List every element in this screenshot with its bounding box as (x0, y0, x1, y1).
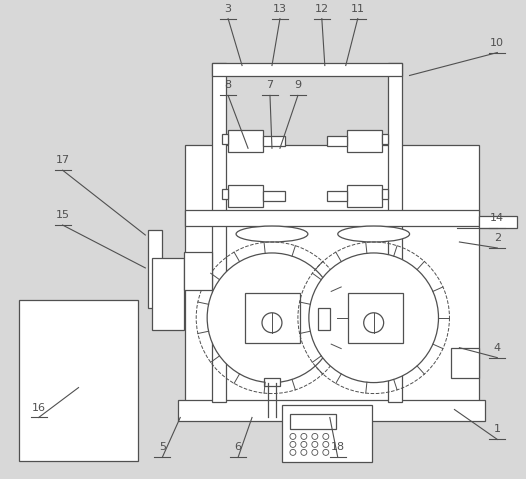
Text: 18: 18 (331, 443, 345, 452)
Text: 1: 1 (494, 424, 501, 434)
Bar (347, 185, 382, 207)
Bar (282, 405, 372, 462)
Text: 16: 16 (32, 402, 46, 412)
Circle shape (262, 313, 282, 333)
Bar (19, 300, 138, 461)
Bar (178, 399, 485, 422)
Text: 3: 3 (225, 4, 231, 14)
Bar (153, 258, 184, 330)
Bar (245, 293, 300, 342)
Bar (347, 130, 382, 152)
Text: 6: 6 (235, 443, 241, 452)
Bar (222, 134, 228, 144)
Bar (451, 348, 479, 377)
Bar (348, 293, 402, 342)
Bar (318, 308, 330, 330)
Bar (185, 210, 479, 226)
Text: 7: 7 (266, 80, 274, 91)
Bar (382, 189, 388, 199)
Circle shape (323, 433, 329, 439)
Bar (185, 145, 479, 402)
Bar (327, 137, 347, 146)
Ellipse shape (236, 226, 308, 242)
Text: 13: 13 (273, 4, 287, 14)
Bar (222, 189, 228, 199)
Text: 15: 15 (56, 210, 69, 220)
Text: 12: 12 (315, 4, 329, 14)
Text: 2: 2 (494, 233, 501, 243)
Text: 4: 4 (494, 342, 501, 353)
Bar (212, 63, 401, 77)
Circle shape (323, 442, 329, 447)
Text: 9: 9 (295, 80, 301, 91)
Bar (388, 63, 401, 401)
Bar (184, 252, 212, 290)
Text: 5: 5 (159, 443, 166, 452)
Bar (148, 230, 163, 308)
Text: 17: 17 (56, 155, 69, 165)
Bar (382, 134, 388, 144)
Circle shape (290, 449, 296, 456)
Bar (479, 216, 517, 228)
Circle shape (312, 442, 318, 447)
Circle shape (290, 433, 296, 439)
Circle shape (290, 442, 296, 447)
Circle shape (312, 449, 318, 456)
Text: 14: 14 (490, 213, 504, 223)
Circle shape (301, 433, 307, 439)
Ellipse shape (338, 226, 410, 242)
Circle shape (301, 449, 307, 456)
Bar (290, 414, 336, 430)
Circle shape (207, 253, 337, 383)
Text: 8: 8 (225, 80, 231, 91)
Bar (263, 191, 285, 201)
Circle shape (301, 442, 307, 447)
Bar (264, 377, 280, 386)
Bar (263, 137, 285, 146)
Text: 10: 10 (490, 37, 504, 47)
Bar (228, 130, 263, 152)
Circle shape (363, 313, 383, 333)
Bar (327, 191, 347, 201)
Bar (228, 185, 263, 207)
Circle shape (312, 433, 318, 439)
Circle shape (309, 253, 439, 383)
Bar (212, 63, 226, 401)
Circle shape (323, 449, 329, 456)
Text: 11: 11 (351, 4, 365, 14)
